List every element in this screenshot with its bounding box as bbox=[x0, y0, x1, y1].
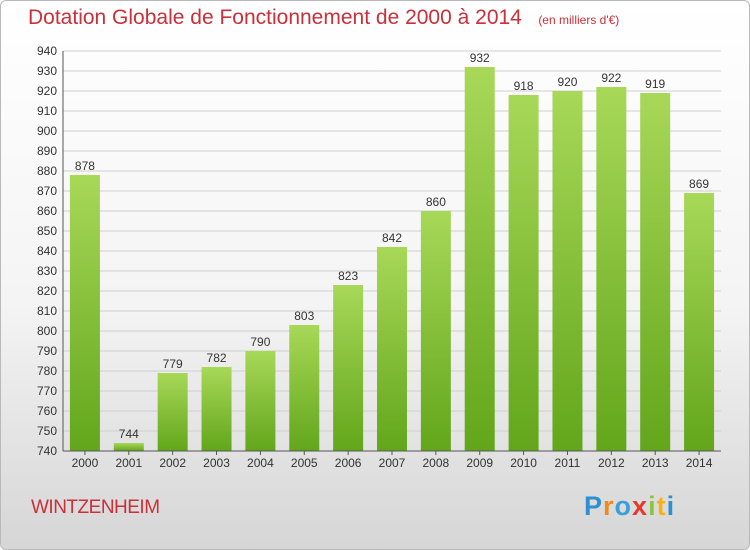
bar bbox=[508, 95, 539, 451]
y-tick-label: 790 bbox=[37, 344, 57, 358]
x-tick-label: 2010 bbox=[510, 456, 537, 470]
bar bbox=[377, 247, 407, 451]
bar bbox=[420, 211, 451, 451]
proxiti-logo: Proxiti bbox=[584, 491, 675, 522]
data-label: 790 bbox=[250, 335, 270, 349]
data-label: 744 bbox=[119, 427, 139, 441]
x-tick-label: 2002 bbox=[159, 456, 186, 470]
y-tick-label: 940 bbox=[37, 44, 57, 58]
x-tick-label: 2005 bbox=[291, 456, 318, 470]
logo-letter: i bbox=[666, 491, 676, 521]
y-tick-label: 820 bbox=[37, 284, 57, 298]
bar bbox=[157, 373, 188, 451]
x-tick-label: 2011 bbox=[555, 456, 581, 470]
data-labels: 878 744 779 782 790 803 823 842 860 932 918 920 922 9… bbox=[75, 51, 709, 441]
logo-letter: o bbox=[614, 491, 633, 521]
data-label: 869 bbox=[689, 177, 709, 191]
y-tick-label: 840 bbox=[37, 244, 57, 258]
data-label: 922 bbox=[601, 71, 621, 85]
x-tick-label: 2014 bbox=[686, 456, 713, 470]
data-label: 823 bbox=[338, 269, 358, 283]
bar bbox=[333, 285, 364, 451]
bar bbox=[201, 367, 232, 451]
x-tick-label: 2000 bbox=[72, 456, 99, 470]
x-tick-label: 2008 bbox=[423, 456, 450, 470]
y-tick-label: 810 bbox=[37, 304, 57, 318]
data-label: 860 bbox=[426, 195, 446, 209]
data-label: 932 bbox=[470, 51, 490, 65]
x-tick-label: 2004 bbox=[247, 456, 274, 470]
y-tick-label: 850 bbox=[37, 224, 57, 238]
bar bbox=[113, 443, 144, 451]
data-label: 878 bbox=[75, 159, 95, 173]
x-tick-label: 2007 bbox=[379, 456, 406, 470]
x-tick-label: 2009 bbox=[466, 456, 493, 470]
logo-letter: P bbox=[584, 491, 604, 521]
chart-title: Dotation Globale de Fonctionnement de 20… bbox=[28, 6, 619, 30]
x-tick-label: 2006 bbox=[335, 456, 362, 470]
y-tick-label: 830 bbox=[37, 264, 57, 278]
data-label: 782 bbox=[207, 351, 227, 365]
x-tick-label: 2003 bbox=[203, 456, 230, 470]
y-tick-label: 800 bbox=[37, 324, 57, 338]
data-label: 842 bbox=[382, 231, 402, 245]
bar bbox=[552, 91, 583, 451]
title-unit: (en milliers d'€) bbox=[538, 13, 620, 27]
data-label: 918 bbox=[514, 79, 534, 93]
y-tick-label: 860 bbox=[37, 204, 57, 218]
bar bbox=[69, 175, 100, 451]
y-tick-label: 770 bbox=[37, 384, 57, 398]
bar bbox=[596, 87, 627, 451]
y-tick-label: 760 bbox=[37, 404, 57, 418]
y-tick-label: 890 bbox=[37, 144, 57, 158]
bar bbox=[464, 67, 495, 451]
logo-letter: x bbox=[632, 491, 649, 521]
bar bbox=[245, 351, 276, 451]
y-tick-label: 930 bbox=[37, 64, 57, 78]
logo-letter: t bbox=[656, 491, 667, 521]
commune-name: WINTZENHEIM bbox=[31, 497, 160, 518]
y-tick-label: 920 bbox=[37, 84, 57, 98]
logo-letter: r bbox=[603, 491, 615, 521]
bar bbox=[684, 193, 715, 451]
x-tick-label: 2001 bbox=[115, 456, 142, 470]
x-tick-labels: 2000 2001 2002 2003 2004 2005 2006 2007 2008 2009… bbox=[72, 451, 713, 470]
bars bbox=[69, 67, 715, 451]
x-tick-label: 2012 bbox=[598, 456, 625, 470]
title-main: Dotation Globale de Fonctionnement de 20… bbox=[28, 6, 522, 29]
y-tick-label: 740 bbox=[37, 444, 57, 458]
y-tick-label: 910 bbox=[37, 104, 57, 118]
y-tick-label: 780 bbox=[37, 364, 57, 378]
y-tick-label: 880 bbox=[37, 164, 57, 178]
bar bbox=[289, 325, 320, 451]
data-label: 920 bbox=[557, 75, 577, 89]
bar bbox=[640, 93, 671, 451]
y-tick-labels: 740 750 760 770 780 790 800 810 820 830 840 850 860 8… bbox=[37, 44, 57, 458]
y-tick-label: 750 bbox=[37, 424, 57, 438]
x-tick-label: 2013 bbox=[642, 456, 669, 470]
y-tick-label: 870 bbox=[37, 184, 57, 198]
y-tick-label: 900 bbox=[37, 124, 57, 138]
data-label: 779 bbox=[163, 357, 183, 371]
data-label: 919 bbox=[645, 77, 665, 91]
logo-letter: i bbox=[648, 491, 657, 521]
data-label: 803 bbox=[294, 309, 314, 323]
